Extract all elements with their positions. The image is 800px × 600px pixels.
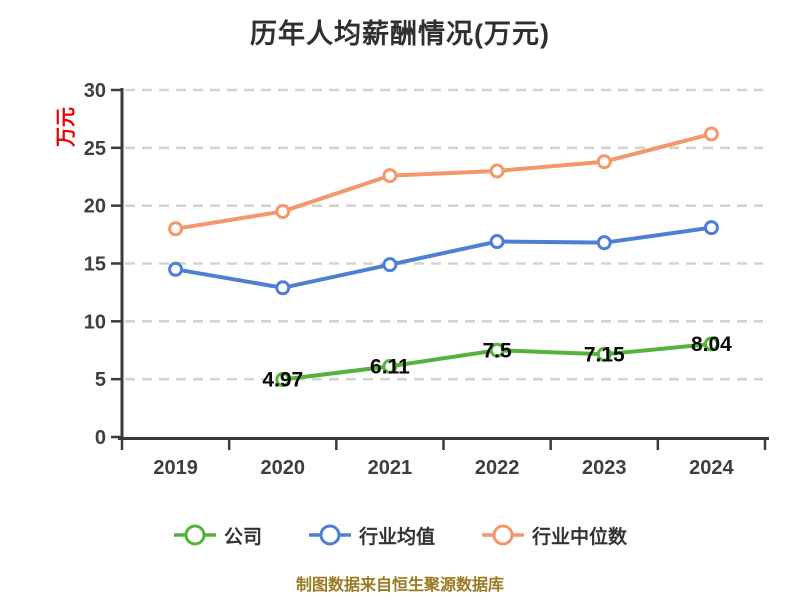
y-tick-label: 20: [84, 196, 106, 218]
data-point-行业均值: [382, 257, 398, 273]
legend-marker-icon: [173, 524, 216, 546]
data-point-行业中位数: [275, 203, 291, 219]
legend-marker-icon: [308, 524, 351, 546]
data-point-行业均值: [275, 280, 291, 296]
y-tick-label: 5: [95, 369, 106, 391]
data-point-行业中位数: [703, 126, 719, 142]
legend-marker-icon: [482, 524, 524, 546]
source-note: 制图数据来自恒生聚源数据库: [295, 577, 504, 594]
data-label: 7.5: [482, 339, 512, 362]
x-tick-label: 2020: [261, 457, 306, 479]
data-point-行业中位数: [489, 163, 505, 179]
x-tick-label: 2019: [153, 457, 198, 479]
data-point-公司: [596, 346, 612, 362]
data-point-行业中位数: [168, 221, 184, 237]
data-point-公司: [489, 342, 505, 358]
data-point-公司: [382, 358, 398, 374]
y-tick-label: 0: [95, 427, 106, 449]
y-tick-label: 30: [84, 80, 106, 102]
series-line-行业均值: [173, 225, 714, 290]
y-tick-label: 10: [84, 311, 106, 333]
data-point-公司: [703, 336, 719, 352]
x-tick-label: 2021: [368, 457, 413, 479]
data-point-行业中位数: [382, 168, 398, 184]
data-point-行业中位数: [596, 154, 612, 170]
legend-item-行业中位数: 行业中位数: [481, 521, 627, 549]
data-point-行业均值: [489, 234, 505, 250]
data-label: 6.11: [370, 355, 410, 378]
chart-title: 历年人均薪酬情况(万元): [250, 19, 550, 49]
legend-item-公司: 公司: [173, 521, 262, 549]
legend-label: 行业均值: [358, 526, 435, 548]
legend-item-行业均值: 行业均值: [308, 521, 435, 549]
data-label: 8.04: [691, 333, 732, 356]
data-point-行业均值: [596, 235, 612, 251]
legend-label: 公司: [223, 526, 262, 548]
x-tick-label: 2024: [689, 457, 734, 479]
data-label: 4.97: [262, 369, 303, 392]
data-point-行业均值: [703, 220, 719, 236]
data-point-行业均值: [168, 261, 184, 277]
x-tick-label: 2023: [582, 457, 627, 479]
data-point-公司: [275, 372, 291, 388]
legend: 公司 行业均值 行业中位数: [0, 521, 800, 549]
series-line-行业中位数: [173, 131, 714, 231]
data-label: 7.15: [584, 343, 625, 366]
y-tick-label: 25: [84, 138, 106, 160]
legend-label: 行业中位数: [532, 526, 628, 548]
x-tick-label: 2022: [475, 457, 520, 479]
y-tick-label: 15: [84, 254, 106, 276]
